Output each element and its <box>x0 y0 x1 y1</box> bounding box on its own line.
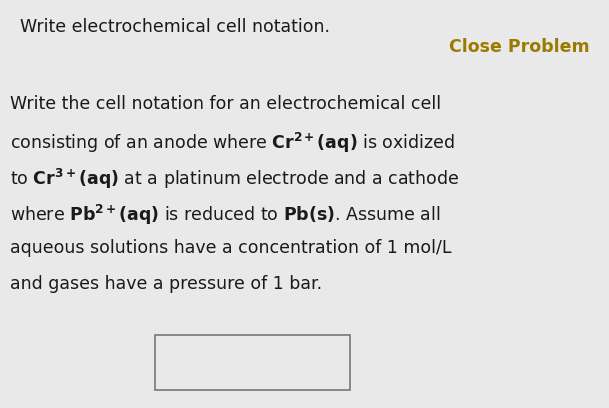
Bar <box>155 335 350 390</box>
Text: to $\bf{Cr}^{\bf{3+}}\bf{(aq)}$ at a platinum electrode and a cathode: to $\bf{Cr}^{\bf{3+}}\bf{(aq)}$ at a pla… <box>10 167 459 191</box>
Text: Close Problem: Close Problem <box>449 38 590 56</box>
Text: Write electrochemical cell notation.: Write electrochemical cell notation. <box>20 18 330 36</box>
Text: aqueous solutions have a concentration of 1 mol/L: aqueous solutions have a concentration o… <box>10 239 451 257</box>
Text: where $\bf{Pb}^{\bf{2+}}\bf{(aq)}$ is reduced to $\bf{Pb(s)}$. Assume all: where $\bf{Pb}^{\bf{2+}}\bf{(aq)}$ is re… <box>10 203 440 227</box>
Text: Write the cell notation for an electrochemical cell: Write the cell notation for an electroch… <box>10 95 441 113</box>
Text: consisting of an anode where $\bf{Cr}^{\bf{2+}}\bf{(aq)}$ is oxidized: consisting of an anode where $\bf{Cr}^{\… <box>10 131 455 155</box>
Text: and gases have a pressure of 1 bar.: and gases have a pressure of 1 bar. <box>10 275 322 293</box>
